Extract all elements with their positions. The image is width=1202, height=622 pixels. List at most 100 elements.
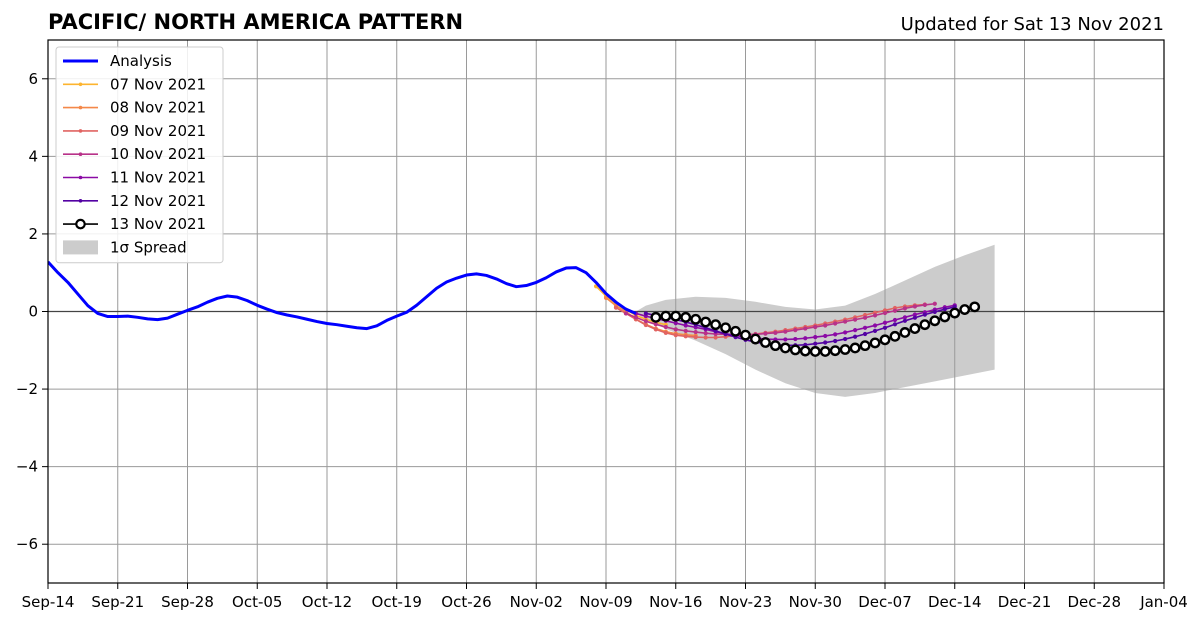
x-tick-label: Dec-28 <box>1067 593 1121 611</box>
latest-forecast-point <box>819 346 831 357</box>
legend-label: 12 Nov 2021 <box>110 192 206 210</box>
series-0 <box>48 260 637 331</box>
legend-marker <box>78 105 83 110</box>
forecast-point <box>663 330 668 335</box>
forecast-point <box>833 338 838 344</box>
latest-forecast-point <box>690 313 702 325</box>
forecast-point <box>793 336 798 342</box>
forecast-point <box>823 340 828 345</box>
latest-forecast-point <box>849 342 861 354</box>
latest-forecast-point <box>929 315 941 327</box>
forecast-point <box>643 311 648 316</box>
legend-label: 10 Nov 2021 <box>110 145 206 163</box>
x-tick-label: Oct-12 <box>302 593 352 611</box>
axes: Sep-14 Sep-21 Sep-28 Oct-05 Oct-12 Oct-19 Oct-… <box>16 70 1188 611</box>
forecast-point <box>843 330 848 335</box>
forecast-point <box>763 331 768 336</box>
legend-entry: 12 Nov 2021 <box>63 192 206 210</box>
forecast-point <box>693 334 698 340</box>
forecast-point <box>773 330 778 335</box>
y-tick-label: 2 <box>28 225 38 243</box>
x-tick-label: Oct-05 <box>232 593 282 611</box>
forecast-point <box>862 315 868 320</box>
forecast-point <box>912 304 917 309</box>
latest-forecast-point <box>720 322 731 334</box>
forecast-point <box>872 328 878 333</box>
series-7 <box>650 301 981 357</box>
forecast-point <box>912 315 917 320</box>
latest-forecast-point <box>909 323 921 334</box>
latest-forecast-point <box>939 311 951 323</box>
forecast-point <box>843 319 848 324</box>
forecast-point <box>803 336 808 341</box>
latest-forecast-point <box>919 319 931 331</box>
forecast-point <box>823 323 828 328</box>
legend-marker <box>78 82 83 87</box>
forecast-point <box>872 323 878 328</box>
legend-marker <box>75 218 86 230</box>
x-tick-label: Oct-19 <box>372 593 422 611</box>
latest-forecast-point <box>789 344 801 356</box>
latest-forecast-point <box>869 337 881 349</box>
forecast-point <box>653 322 658 327</box>
forecast-point <box>882 320 888 325</box>
legend: Analysis 07 Nov 2021 08 Nov 2021 09 Nov 202… <box>55 46 224 264</box>
latest-forecast-point <box>700 316 712 328</box>
legend-spread-swatch <box>63 240 98 255</box>
latest-forecast-point <box>899 327 911 338</box>
legend-marker <box>78 175 83 180</box>
latest-forecast-point <box>889 330 901 342</box>
y-tick-label: 4 <box>28 147 38 165</box>
latest-forecast-point <box>799 345 811 357</box>
legend-marker <box>78 152 83 156</box>
legend-box <box>55 46 224 264</box>
analysis-line <box>48 260 637 331</box>
forecast-point <box>902 315 908 320</box>
forecast-point <box>683 323 688 328</box>
legend-label: 11 Nov 2021 <box>110 169 206 187</box>
forecast-point <box>713 335 718 340</box>
latest-forecast-point <box>680 311 692 323</box>
x-tick-label: Nov-30 <box>789 593 842 611</box>
series-group <box>48 260 981 357</box>
x-tick-label: Nov-02 <box>510 593 563 611</box>
latest-forecast-point <box>809 346 821 357</box>
forecast-point <box>673 327 678 332</box>
legend-entry: 08 Nov 2021 <box>63 99 206 117</box>
legend-label: Analysis <box>110 52 172 70</box>
forecast-point <box>793 328 798 333</box>
forecast-point <box>853 334 858 339</box>
forecast-point <box>882 310 888 316</box>
latest-forecast-point <box>859 340 871 352</box>
latest-forecast-point <box>660 310 672 322</box>
forecast-point <box>902 318 908 323</box>
forecast-point <box>603 295 609 301</box>
legend-entry: 10 Nov 2021 <box>63 145 206 163</box>
forecast-point <box>892 317 898 323</box>
latest-forecast-point <box>829 345 841 357</box>
forecast-point <box>803 326 808 331</box>
forecast-point <box>633 315 638 320</box>
x-tick-label: Sep-28 <box>161 593 214 611</box>
latest-forecast-point <box>949 307 961 319</box>
forecast-point <box>813 341 818 346</box>
x-tick-label: Sep-14 <box>22 593 75 611</box>
legend-entry-spread: 1σ Spread <box>63 238 187 256</box>
x-tick-label: Oct-26 <box>441 593 491 611</box>
forecast-point <box>833 332 838 337</box>
forecast-point <box>623 311 629 316</box>
forecast-point <box>783 337 788 342</box>
forecast-point <box>882 325 888 330</box>
latest-forecast-point <box>879 334 891 346</box>
legend-label: 09 Nov 2021 <box>110 122 206 140</box>
forecast-point <box>703 335 708 340</box>
legend-entry: Analysis <box>63 52 172 70</box>
x-tick-label: Sep-21 <box>91 593 144 611</box>
legend-entry: 07 Nov 2021 <box>63 75 206 93</box>
forecast-point <box>843 336 848 342</box>
legend-entry: 13 Nov 2021 <box>63 215 206 233</box>
legend-label: 1σ Spread <box>110 238 187 256</box>
forecast-point <box>813 324 818 330</box>
latest-forecast-point <box>969 301 981 313</box>
